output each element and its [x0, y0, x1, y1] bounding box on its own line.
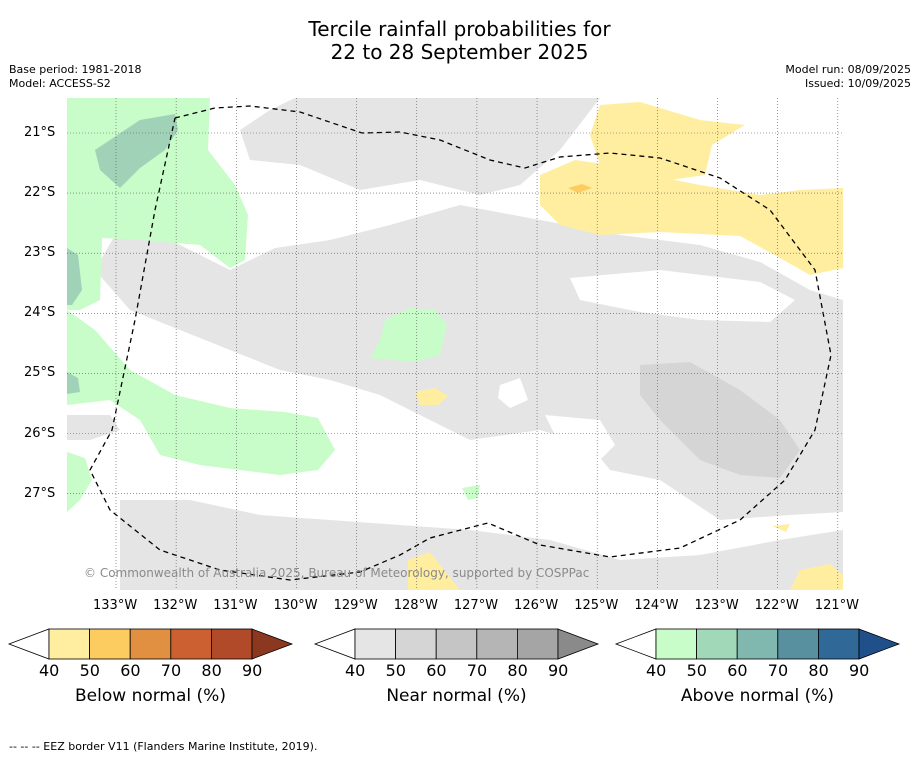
colorbar-tick-label: 90: [849, 661, 870, 680]
colorbar-segment: [777, 628, 819, 660]
issued-date: Issued: 10/09/2025: [804, 77, 911, 90]
colorbar-tick-label: 70: [767, 661, 789, 680]
near-normal-region-south: [120, 500, 843, 590]
colorbar-segment: [89, 628, 131, 660]
title-line-2: 22 to 28 September 2025: [330, 40, 589, 64]
colorbar-title: Above normal (%): [680, 686, 835, 706]
colorbar-segment: [395, 628, 437, 660]
base-period: Base period: 1981-2018: [9, 63, 142, 76]
above-normal-region-southwest: [67, 452, 92, 512]
latitude-label: 22°S: [24, 185, 56, 201]
probability-map: [67, 98, 843, 590]
colorbar-segment: [435, 628, 478, 660]
latitude-label: 27°S: [24, 485, 56, 501]
below-normal-50-region: [568, 184, 592, 193]
colorbar-segment: [354, 628, 396, 660]
colorbar-upper-extension: [557, 628, 600, 660]
below-normal-region-southeast: [790, 564, 843, 590]
colorbar-tick-label: 90: [548, 661, 569, 680]
colorbar-tick-label: 70: [466, 661, 488, 680]
longitude-label: 122°W: [754, 598, 799, 613]
longitude-label: 121°W: [814, 598, 859, 613]
colorbar-title: Near normal (%): [386, 686, 527, 706]
colorbar-segment: [476, 628, 518, 660]
colorbar-segment: [210, 628, 253, 660]
longitude-label: 123°W: [694, 598, 739, 613]
latitude-label: 25°S: [24, 365, 56, 381]
longitude-label: 127°W: [453, 598, 499, 613]
colorbar-tick-label: 60: [426, 661, 447, 680]
colorbar-segment: [696, 628, 738, 660]
near-normal-region-east-dark: [640, 362, 800, 478]
colorbar-segment: [48, 628, 90, 660]
longitude-label: 130°W: [273, 598, 318, 613]
map-title: Tercile rainfall probabilities for 22 to…: [0, 18, 919, 64]
colorbar-tick-label: 50: [79, 661, 100, 680]
colorbar-tick-label: 40: [39, 661, 60, 680]
colorbar-lower-extension: [614, 628, 657, 660]
below-normal-region-south: [408, 552, 460, 590]
clear-area-1: [570, 270, 795, 322]
colorbar-tick-label: 40: [646, 661, 667, 680]
colorbar-tick-label: 80: [808, 661, 829, 680]
colorbar-tick-label: 50: [385, 661, 406, 680]
longitude-label: 131°W: [213, 598, 258, 613]
above-normal-50-region-3: [67, 372, 80, 394]
colorbar-tick-label: 50: [686, 661, 707, 680]
colorbar-upper-extension: [251, 628, 294, 660]
below-normal-region-east: [540, 160, 843, 275]
latitude-label: 24°S: [24, 305, 56, 321]
colorbars: [7, 628, 901, 660]
longitude-label: 132°W: [153, 598, 198, 613]
colorbar-segment: [736, 628, 779, 660]
copyright-notice: © Commonwealth of Australia 2025, Bureau…: [84, 566, 590, 580]
meta-left: Base period: 1981-2018 Model: ACCESS-S2: [9, 63, 141, 91]
colorbar-upper-extension: [858, 628, 901, 660]
model-run: Model run: 08/09/2025: [785, 63, 911, 76]
above-normal-region-small: [462, 485, 480, 500]
longitude-label: 124°W: [634, 598, 679, 613]
colorbar-lower-extension: [7, 628, 50, 660]
near-normal-region-north: [240, 98, 600, 195]
eez-footnote: -- -- -- EEZ border V11 (Flanders Marine…: [9, 740, 318, 753]
colorbar-segment: [818, 628, 860, 660]
title-line-1: Tercile rainfall probabilities for: [308, 17, 611, 41]
colorbar-tick-label: 40: [345, 661, 366, 680]
model-name: Model: ACCESS-S2: [9, 77, 111, 90]
below-normal-region-north: [590, 102, 745, 180]
colorbar-title: Below normal (%): [75, 686, 226, 706]
colorbar-tick-label: 70: [160, 661, 182, 680]
meta-right: Model run: 08/09/2025 Issued: 10/09/2025: [785, 63, 911, 91]
eez-border: [89, 105, 832, 581]
colorbar-tick-label: 90: [242, 661, 263, 680]
colorbar-tick-label: 80: [201, 661, 222, 680]
colorbar-segment: [129, 628, 172, 660]
colorbar-lower-extension: [313, 628, 356, 660]
above-normal-50-region-2: [67, 248, 82, 305]
above-normal-region-center: [370, 308, 447, 362]
below-normal-region-center: [415, 388, 448, 405]
latitude-label: 26°S: [24, 425, 56, 441]
longitude-label: 128°W: [393, 598, 438, 613]
longitude-label: 125°W: [574, 598, 619, 613]
longitude-label: 133°W: [93, 598, 138, 613]
colorbar-segment: [517, 628, 559, 660]
clear-area-2: [498, 378, 528, 408]
below-normal-region-tiny: [772, 524, 790, 532]
latitude-label: 21°S: [24, 125, 56, 140]
colorbar-tick-label: 60: [727, 661, 748, 680]
longitude-label: 129°W: [333, 598, 378, 613]
graticule: [67, 98, 843, 590]
longitude-label: 126°W: [514, 598, 559, 613]
colorbar-segment: [655, 628, 697, 660]
above-normal-50-region-1: [95, 114, 178, 188]
colorbar-segment: [170, 628, 212, 660]
colorbar-tick-label: 60: [120, 661, 141, 680]
latitude-label: 23°S: [24, 245, 56, 261]
colorbar-tick-label: 80: [507, 661, 528, 680]
